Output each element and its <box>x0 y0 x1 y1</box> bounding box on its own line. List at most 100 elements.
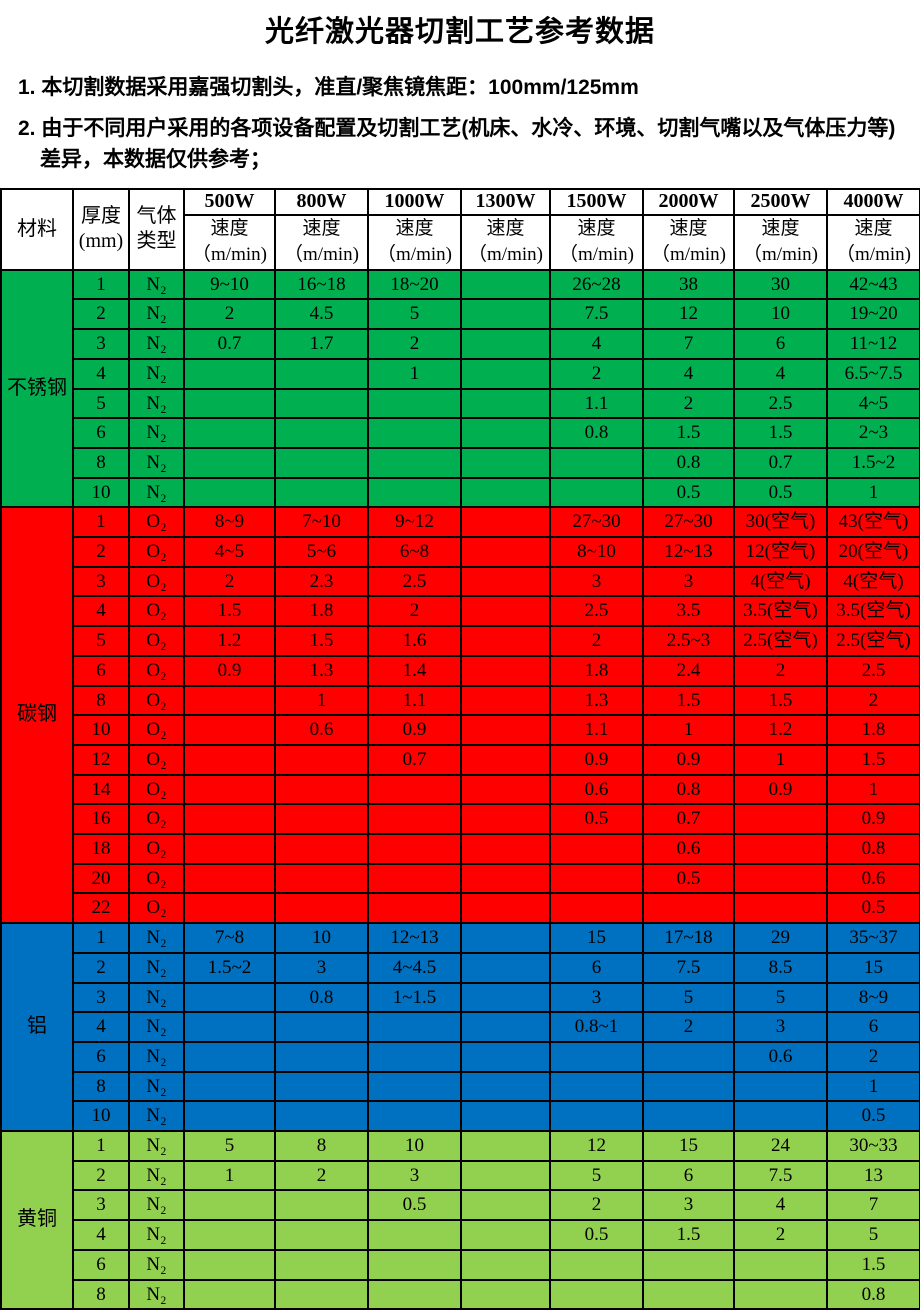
speed-cell <box>734 864 827 894</box>
speed-cell: 2 <box>643 389 734 419</box>
thickness-cell: 2 <box>73 1161 129 1191</box>
speed-cell: 2 <box>184 567 275 597</box>
header-speed-1500w: 速度 （m/min) <box>550 215 643 270</box>
speed-cell: 12~13 <box>643 537 734 567</box>
speed-cell: 2 <box>734 656 827 686</box>
page: 光纤激光器切割工艺参考数据 1. 本切割数据采用嘉强切割头，准直/聚焦镜焦距：1… <box>0 8 920 1308</box>
speed-cell <box>461 893 550 923</box>
speed-cell: 6.5~7.5 <box>827 359 920 389</box>
thickness-cell: 1 <box>73 923 129 953</box>
gas-type-cell: N₂ <box>129 329 184 359</box>
speed-cell <box>275 804 368 834</box>
speed-cell: 2 <box>368 596 461 626</box>
header-material: 材料 <box>1 189 73 270</box>
thickness-cell: 8 <box>73 686 129 716</box>
header-gas-type: 气体 类型 <box>129 189 184 270</box>
gas-type-cell: N₂ <box>129 1161 184 1191</box>
speed-cell: 1 <box>827 1072 920 1102</box>
speed-cell <box>184 1072 275 1102</box>
speed-cell: 4.5 <box>275 299 368 329</box>
speed-cell: 3 <box>550 983 643 1013</box>
speed-cell: 1.5 <box>827 745 920 775</box>
speed-cell <box>184 804 275 834</box>
speed-cell: 1 <box>368 359 461 389</box>
material-label: 不锈钢 <box>1 270 73 508</box>
speed-cell: 1.2 <box>734 715 827 745</box>
speed-cell <box>734 893 827 923</box>
speed-cell: 1.1 <box>550 389 643 419</box>
speed-cell: 2 <box>275 1161 368 1191</box>
speed-cell: 1.5 <box>734 686 827 716</box>
thickness-cell: 1 <box>73 507 129 537</box>
speed-cell <box>461 1042 550 1072</box>
gas-type-cell: N₂ <box>129 1072 184 1102</box>
speed-cell <box>461 686 550 716</box>
speed-cell: 0.8~1 <box>550 1012 643 1042</box>
speed-cell <box>461 715 550 745</box>
gas-type-cell: N₂ <box>129 270 184 300</box>
gas-type-cell: N₂ <box>129 1042 184 1072</box>
speed-cell: 8~9 <box>827 983 920 1013</box>
speed-cell: 0.9 <box>734 775 827 805</box>
speed-cell <box>368 1280 461 1310</box>
speed-cell: 7~8 <box>184 923 275 953</box>
speed-cell <box>734 1280 827 1310</box>
speed-cell: 0.5 <box>550 1220 643 1250</box>
speed-cell: 29 <box>734 923 827 953</box>
speed-cell: 15 <box>550 923 643 953</box>
speed-cell: 11~12 <box>827 329 920 359</box>
speed-cell: 8 <box>275 1131 368 1161</box>
speed-cell <box>461 923 550 953</box>
thickness-cell: 2 <box>73 537 129 567</box>
gas-type-cell: O₂ <box>129 596 184 626</box>
gas-type-cell: N₂ <box>129 1101 184 1131</box>
thickness-cell: 6 <box>73 656 129 686</box>
speed-cell <box>368 1101 461 1131</box>
gas-type-cell: N₂ <box>129 299 184 329</box>
speed-cell <box>275 1042 368 1072</box>
speed-cell <box>184 1190 275 1220</box>
speed-cell: 10 <box>368 1131 461 1161</box>
speed-cell <box>461 1250 550 1280</box>
speed-cell <box>461 448 550 478</box>
speed-cell: 4 <box>734 1190 827 1220</box>
speed-cell <box>550 448 643 478</box>
speed-cell: 6 <box>550 953 643 983</box>
speed-cell <box>734 834 827 864</box>
speed-cell: 12 <box>550 1131 643 1161</box>
speed-cell: 2 <box>550 359 643 389</box>
speed-cell <box>184 715 275 745</box>
material-label: 铝 <box>1 923 73 1131</box>
gas-type-cell: N₂ <box>129 359 184 389</box>
speed-cell <box>461 1161 550 1191</box>
gas-type-cell: N₂ <box>129 1220 184 1250</box>
speed-cell: 0.8 <box>643 448 734 478</box>
gas-type-cell: N₂ <box>129 389 184 419</box>
speed-cell: 1.5~2 <box>827 448 920 478</box>
speed-cell <box>368 1042 461 1072</box>
speed-cell: 4 <box>550 329 643 359</box>
speed-cell: 5 <box>734 983 827 1013</box>
speed-cell: 0.5 <box>550 804 643 834</box>
thickness-cell: 4 <box>73 359 129 389</box>
speed-cell: 1.1 <box>368 686 461 716</box>
thickness-cell: 6 <box>73 418 129 448</box>
speed-cell <box>275 1280 368 1310</box>
speed-cell: 2~3 <box>827 418 920 448</box>
gas-type-cell: N₂ <box>129 448 184 478</box>
speed-cell <box>275 1220 368 1250</box>
gas-type-cell: O₂ <box>129 804 184 834</box>
speed-cell <box>275 1012 368 1042</box>
speed-cell: 1 <box>827 478 920 508</box>
thickness-cell: 10 <box>73 715 129 745</box>
speed-cell <box>368 1012 461 1042</box>
thickness-cell: 2 <box>73 953 129 983</box>
speed-cell <box>461 804 550 834</box>
gas-type-cell: N₂ <box>129 983 184 1013</box>
